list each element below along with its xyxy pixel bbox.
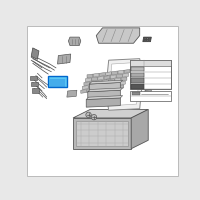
Polygon shape (101, 83, 107, 87)
Polygon shape (96, 28, 140, 43)
Polygon shape (82, 86, 88, 89)
Polygon shape (92, 77, 97, 81)
Bar (130, 60, 171, 89)
Polygon shape (113, 82, 119, 86)
Polygon shape (93, 73, 99, 77)
Polygon shape (87, 89, 93, 93)
Circle shape (144, 39, 146, 41)
Circle shape (91, 114, 97, 120)
Polygon shape (58, 54, 71, 64)
Polygon shape (118, 70, 124, 74)
Circle shape (86, 112, 91, 118)
Polygon shape (68, 37, 81, 46)
Polygon shape (106, 59, 143, 110)
Polygon shape (118, 85, 124, 89)
Polygon shape (109, 62, 139, 106)
Polygon shape (106, 86, 111, 90)
Polygon shape (99, 73, 105, 76)
Polygon shape (112, 71, 118, 75)
Polygon shape (109, 79, 115, 83)
Polygon shape (102, 79, 108, 83)
Circle shape (147, 38, 148, 39)
Polygon shape (90, 81, 96, 85)
Polygon shape (116, 74, 122, 78)
Polygon shape (84, 82, 90, 86)
Polygon shape (88, 88, 123, 92)
Polygon shape (95, 84, 101, 88)
Polygon shape (110, 75, 116, 79)
Polygon shape (123, 73, 128, 77)
Polygon shape (87, 74, 93, 78)
Bar (131, 67, 144, 71)
Bar (130, 60, 171, 66)
Polygon shape (81, 89, 87, 93)
Bar (132, 92, 140, 95)
Polygon shape (88, 90, 120, 99)
Polygon shape (121, 77, 127, 81)
Polygon shape (76, 121, 128, 146)
Polygon shape (96, 80, 102, 84)
Polygon shape (93, 88, 99, 92)
Polygon shape (99, 87, 105, 91)
Bar (30, 76, 37, 80)
Polygon shape (106, 72, 111, 76)
Polygon shape (31, 48, 39, 59)
Polygon shape (131, 109, 148, 149)
Polygon shape (85, 78, 91, 82)
Polygon shape (143, 37, 151, 42)
Circle shape (147, 39, 148, 41)
Polygon shape (120, 81, 125, 85)
Polygon shape (112, 86, 118, 89)
Polygon shape (89, 85, 94, 89)
Circle shape (144, 38, 146, 39)
Polygon shape (115, 78, 121, 82)
Polygon shape (107, 83, 113, 86)
Bar (131, 73, 144, 77)
Polygon shape (124, 69, 130, 73)
Bar (131, 78, 144, 83)
Polygon shape (89, 80, 123, 84)
Polygon shape (86, 98, 120, 107)
Polygon shape (104, 76, 110, 79)
Bar (31, 82, 38, 86)
Bar (130, 91, 171, 101)
Bar (32, 88, 39, 93)
Bar (131, 84, 144, 89)
Polygon shape (73, 118, 131, 149)
Polygon shape (98, 76, 104, 80)
Polygon shape (89, 83, 120, 92)
Bar (48, 76, 67, 87)
Polygon shape (73, 109, 148, 118)
Polygon shape (144, 89, 151, 97)
Polygon shape (67, 90, 77, 97)
Polygon shape (86, 96, 123, 99)
